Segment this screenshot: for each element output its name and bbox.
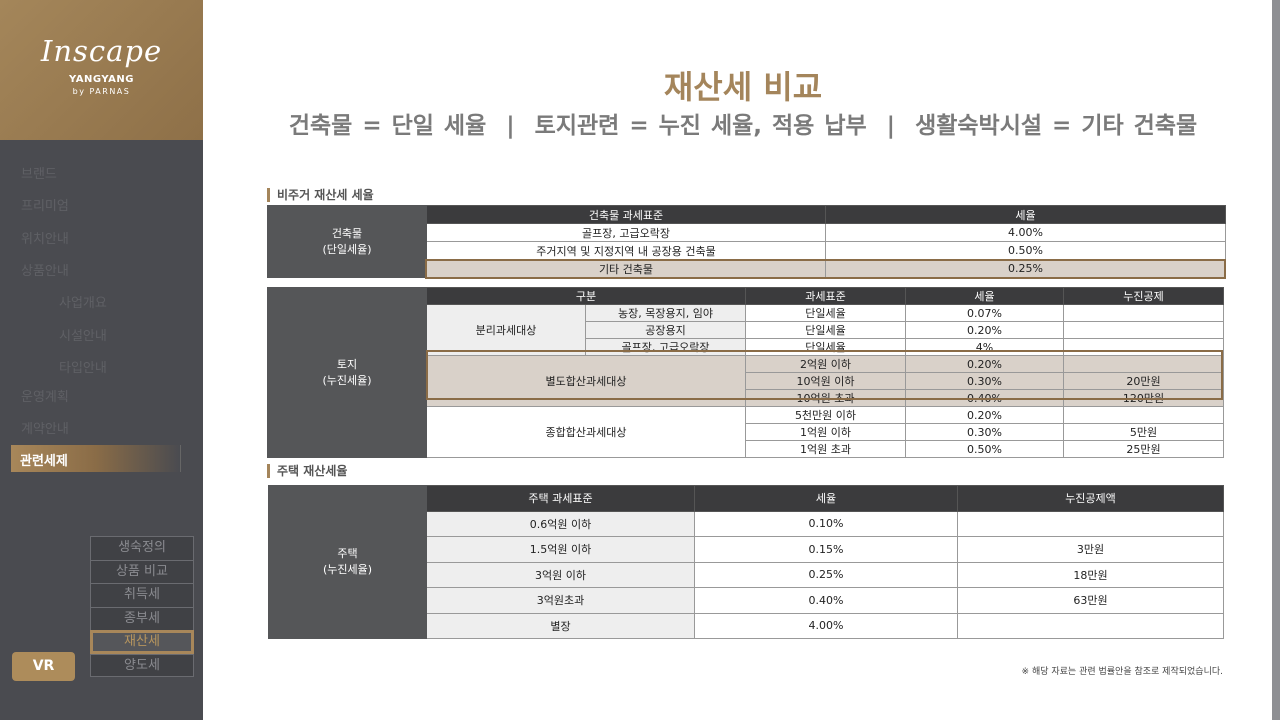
cell: 별장 [426, 612, 695, 639]
cell: 골프장, 고급오락장 [426, 223, 826, 242]
submenu-compare[interactable]: 상품 비교 [90, 559, 194, 583]
page-title: 재산세 비교 [663, 68, 823, 106]
cell: 10억원 이하 [745, 372, 906, 390]
cell: 단일세율 [745, 304, 906, 322]
section-housing: 주택 재산세율 [267, 464, 347, 478]
cell: 0.20% [905, 321, 1064, 339]
col-header: 누진공제액 [957, 485, 1224, 512]
cell [1063, 355, 1224, 373]
building-tax-table: 건축물 (단일세율) 건축물 과세표준 세율 골프장, 고급오락장 4.00% 주거… [267, 205, 1226, 278]
cell [1063, 406, 1224, 424]
cell: 4.00% [825, 223, 1226, 242]
cell: 5만원 [1063, 423, 1224, 441]
cell: 0.30% [905, 372, 1064, 390]
cell: 0.40% [905, 389, 1064, 407]
row-header: 주택 (누진세율) [268, 485, 427, 639]
cell: 3만원 [957, 536, 1224, 563]
right-edge-bar [1272, 0, 1280, 720]
cell: 기타 건축물 [426, 259, 826, 278]
cell: 0.50% [905, 440, 1064, 458]
cell: 63만원 [957, 587, 1224, 614]
cell: 0.40% [694, 587, 958, 614]
nav-brand[interactable]: 브랜드 [21, 167, 57, 182]
cell: 주거지역 및 지정지역 내 공장용 건축물 [426, 241, 826, 260]
col-header: 누진공제 [1063, 287, 1224, 305]
cell: 3억원초과 [426, 587, 695, 614]
cell: 농장, 목장용지, 임야 [585, 304, 746, 322]
submenu-acquisition-tax[interactable]: 취득세 [90, 583, 194, 607]
nav-tax[interactable]: 관련세제 [11, 445, 181, 472]
nav-contract[interactable]: 계약안내 [21, 422, 69, 437]
cell: 0.10% [694, 510, 958, 537]
cell: 25만원 [1063, 440, 1224, 458]
nav-facility[interactable]: 시설안내 [59, 329, 107, 344]
cell [957, 612, 1224, 639]
cell: 0.25% [694, 561, 958, 588]
cell: 4.00% [694, 612, 958, 639]
col-header: 세율 [694, 485, 958, 512]
cell: 5천만원 이하 [745, 406, 906, 424]
logo-script: Inscape [40, 34, 163, 68]
cell: 단일세율 [745, 338, 906, 356]
nav-operation[interactable]: 운영계획 [21, 390, 69, 405]
footnote: ※ 해당 자료는 관련 법률안을 참조로 제작되었습니다. [1021, 667, 1223, 677]
logo-sub: YANGYANG [69, 74, 134, 85]
cell: 0.20% [905, 355, 1064, 373]
cell: 2억원 이하 [745, 355, 906, 373]
group-label: 분리과세대상 [426, 304, 586, 356]
logo-sub2: by PARNAS [72, 87, 131, 96]
nav-premium[interactable]: 프리미엄 [21, 199, 69, 214]
cell: 단일세율 [745, 321, 906, 339]
cell: 3억원 이하 [426, 561, 695, 588]
cell [1063, 321, 1224, 339]
row-header: 건축물 (단일세율) [267, 205, 427, 278]
nav-overview[interactable]: 사업개요 [59, 296, 107, 311]
col-header: 과세표준 [745, 287, 906, 305]
submenu-definition[interactable]: 생숙정의 [90, 536, 194, 560]
group-label: 종합합산과세대상 [426, 406, 746, 458]
cell [957, 510, 1224, 537]
cell: 0.20% [905, 406, 1064, 424]
cell: 0.15% [694, 536, 958, 563]
row-header: 토지 (누진세율) [267, 287, 427, 458]
sidebar: Inscape YANGYANG by PARNAS 브랜드 프리미엄 위치안내… [0, 0, 203, 720]
section-nonresidential: 비주거 재산세 세율 [267, 188, 374, 202]
col-header: 건축물 과세표준 [426, 205, 826, 224]
col-header: 세율 [825, 205, 1226, 224]
submenu-property-tax[interactable]: 재산세 [90, 630, 194, 654]
cell: 0.07% [905, 304, 1064, 322]
land-tax-table: 토지 (누진세율) 구분 과세표준 세율 누진공제 분리과세대상 농장, 목장용… [267, 287, 1224, 458]
cell: 1억원 초과 [745, 440, 906, 458]
nav-type[interactable]: 타입안내 [59, 361, 107, 376]
cell: 1억원 이하 [745, 423, 906, 441]
page-subtitle: 건축물 = 단일 세율 | 토지관련 = 누진 세율, 적용 납부 | 생활숙박… [288, 113, 1198, 139]
group-label: 별도합산과세대상 [426, 355, 746, 407]
logo[interactable]: Inscape YANGYANG by PARNAS [0, 0, 203, 140]
cell: 18만원 [957, 561, 1224, 588]
cell: 0.50% [825, 241, 1226, 260]
cell: 공장용지 [585, 321, 746, 339]
col-header: 주택 과세표준 [426, 485, 695, 512]
nav-product[interactable]: 상품안내 [21, 264, 69, 279]
cell: 1.5억원 이하 [426, 536, 695, 563]
tax-submenu: 생숙정의 상품 비교 취득세 종부세 재산세 양도세 [90, 536, 194, 677]
cell: 20만원 [1063, 372, 1224, 390]
nav-location[interactable]: 위치안내 [21, 232, 69, 247]
submenu-comprehensive-tax[interactable]: 종부세 [90, 606, 194, 630]
cell: 0.6억원 이하 [426, 510, 695, 537]
col-header: 구분 [426, 287, 746, 305]
vr-button[interactable]: VR [12, 652, 75, 681]
cell [1063, 304, 1224, 322]
cell: 0.30% [905, 423, 1064, 441]
cell: 10억원 초과 [745, 389, 906, 407]
cell: 120만원 [1063, 389, 1224, 407]
cell: 4% [905, 338, 1064, 356]
housing-tax-table: 주택 (누진세율) 주택 과세표준 세율 누진공제액 0.6억원 이하 0.10% 1… [268, 485, 1224, 639]
col-header: 세율 [905, 287, 1064, 305]
submenu-transfer-tax[interactable]: 양도세 [90, 653, 194, 677]
cell [1063, 338, 1224, 356]
cell: 0.25% [825, 259, 1226, 278]
cell: 골프장, 고급오락장 [585, 338, 746, 356]
